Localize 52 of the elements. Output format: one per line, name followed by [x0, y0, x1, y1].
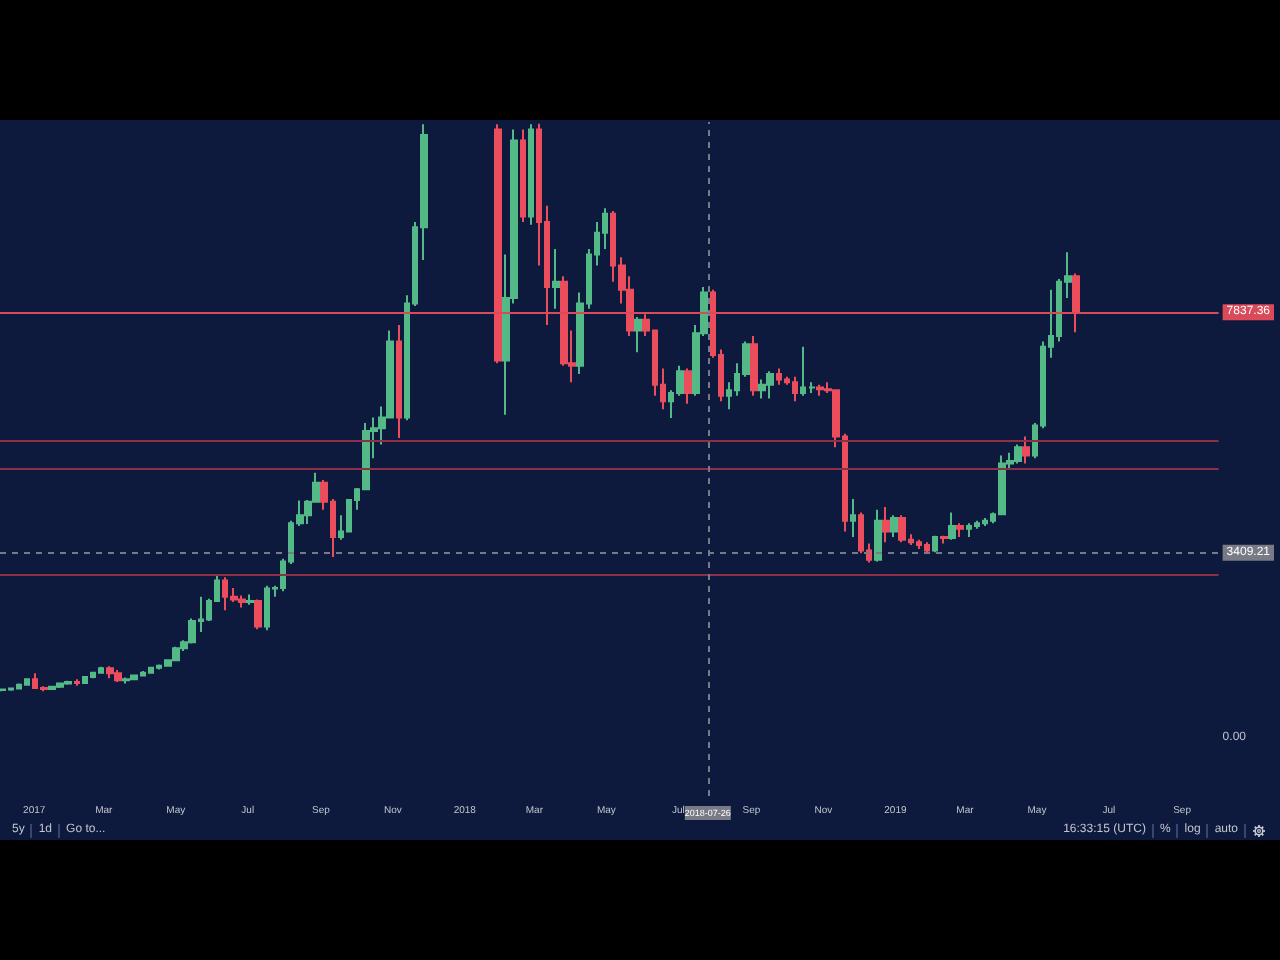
candlestick — [98, 665, 104, 675]
candlestick — [858, 511, 864, 555]
candlestick — [106, 665, 114, 680]
candlestick — [396, 324, 402, 440]
candlestick — [148, 665, 154, 675]
candlestick — [1022, 435, 1030, 465]
candlestick — [56, 682, 64, 689]
candlestick — [898, 514, 906, 544]
candlestick — [956, 522, 964, 538]
candlestick — [238, 594, 246, 609]
candlestick — [874, 508, 882, 563]
candlestick — [24, 677, 30, 687]
candlestick — [114, 669, 122, 683]
candlestick — [982, 516, 988, 528]
candlestick — [254, 598, 262, 631]
candlestick — [792, 375, 798, 403]
candlestick — [816, 383, 824, 397]
candlestick — [850, 497, 856, 538]
candlestick — [528, 123, 534, 226]
candlestick — [74, 678, 80, 687]
candlestick — [64, 679, 72, 686]
candlestick — [924, 541, 930, 555]
candlestick — [634, 315, 642, 354]
candlestick — [130, 673, 138, 682]
candlestick — [16, 682, 22, 691]
candlestick — [890, 514, 898, 538]
candlestick — [122, 676, 130, 685]
candlestick — [766, 370, 774, 400]
candlestick — [8, 686, 14, 692]
candlestick — [494, 123, 502, 365]
candlestick — [246, 593, 254, 606]
candlestick — [776, 367, 782, 386]
candlestick — [1072, 272, 1080, 334]
candlestick — [1014, 443, 1022, 465]
candlestick — [966, 522, 972, 538]
candlestick — [750, 334, 758, 397]
candlestick — [916, 538, 922, 550]
candlestick — [758, 378, 766, 400]
candlestick — [48, 684, 56, 692]
candlestick — [684, 367, 692, 405]
candlestick — [90, 670, 96, 680]
candlestick — [940, 534, 948, 545]
candlestick — [520, 128, 526, 223]
candlestick — [82, 675, 88, 685]
candlestick — [552, 248, 560, 310]
candlestick — [948, 511, 956, 541]
candlestick — [882, 506, 890, 544]
candlestick — [932, 534, 938, 554]
candlestick — [264, 584, 270, 632]
candlestick — [172, 645, 180, 662]
candlestick — [974, 519, 980, 530]
candlestick — [998, 454, 1006, 517]
